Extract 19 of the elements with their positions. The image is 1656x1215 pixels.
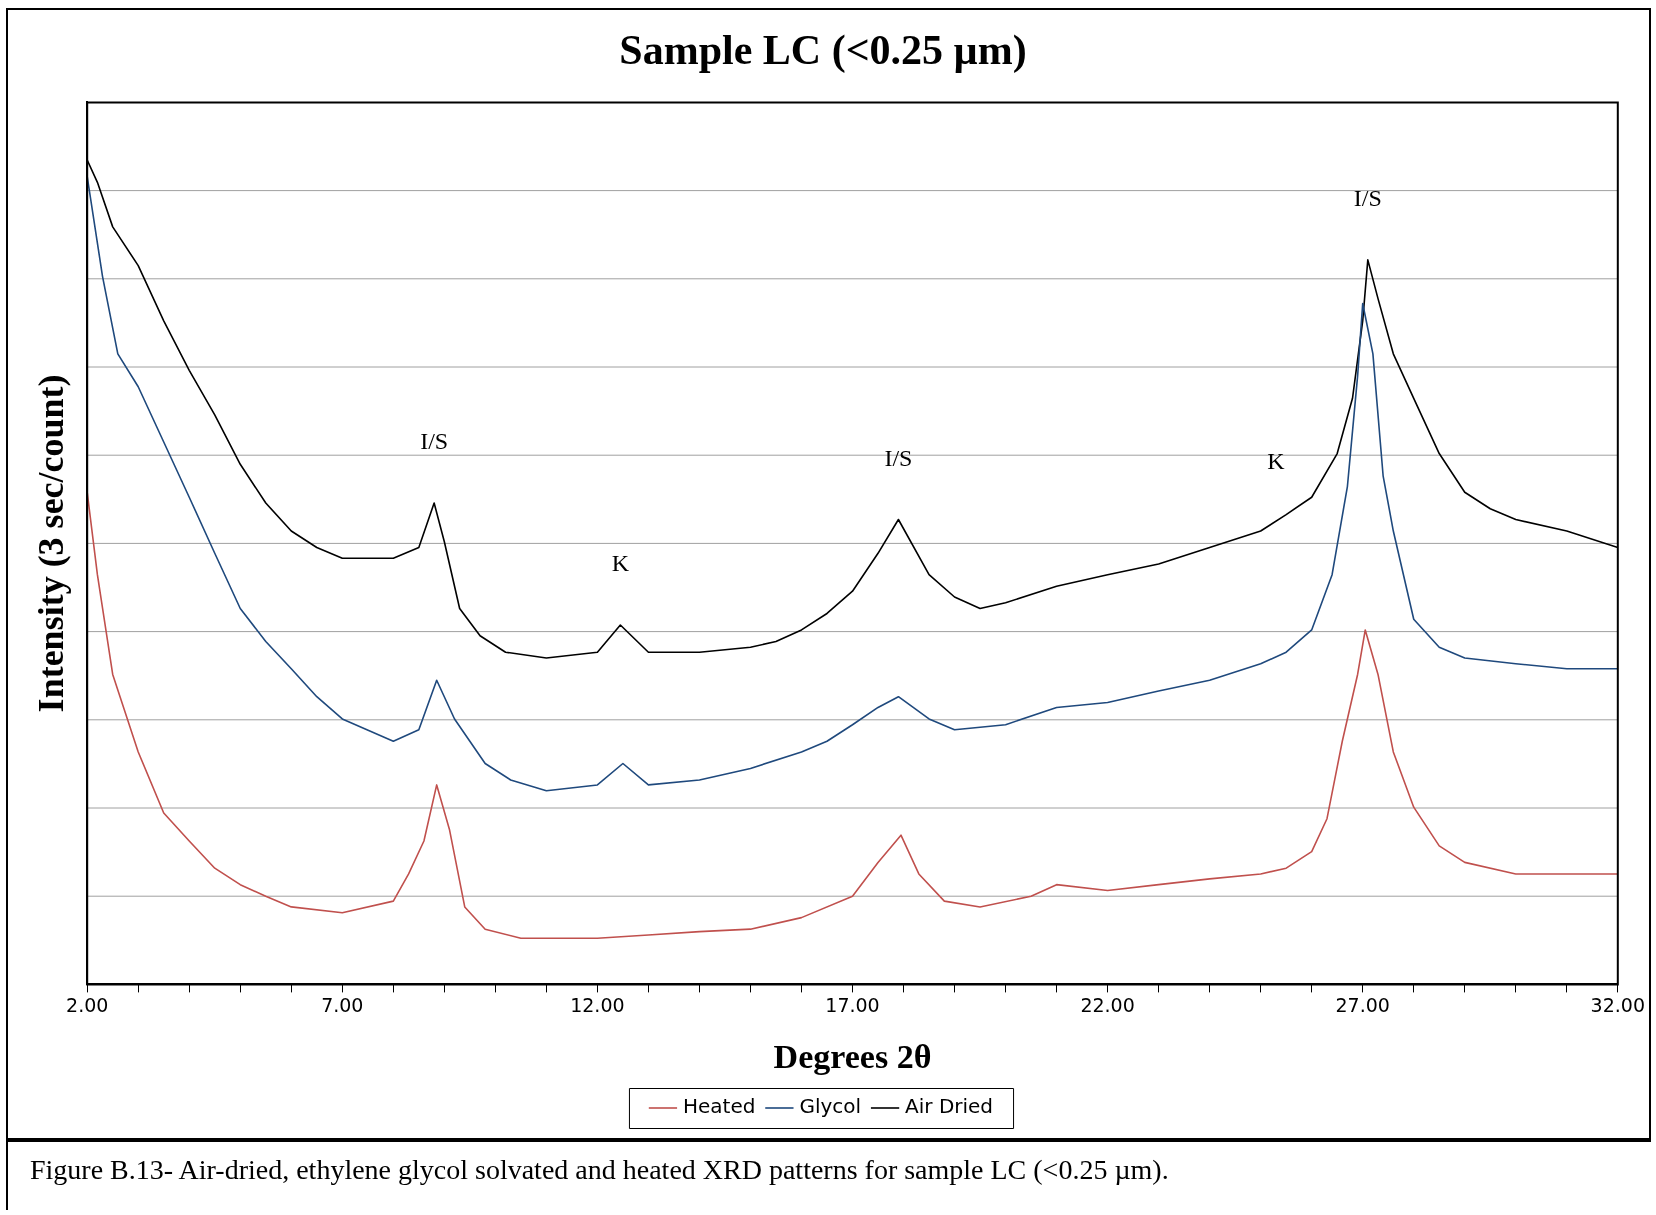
annotation: I/S: [1353, 185, 1382, 212]
y-axis-title: Intensity (3 sec/count): [30, 374, 71, 713]
x-tick-label: 2.00: [66, 993, 109, 1016]
x-tick-label: 12.00: [570, 993, 625, 1016]
x-tick-label: 22.00: [1080, 993, 1135, 1016]
legend-label: Air Dried: [905, 1094, 994, 1119]
annotation: I/S: [884, 444, 913, 471]
x-tick-label: 32.00: [1590, 993, 1646, 1016]
annotation: I/S: [420, 428, 449, 455]
x-tick-label: 17.00: [825, 993, 880, 1016]
x-tick-label: 27.00: [1335, 993, 1390, 1016]
legend-label: Heated: [682, 1094, 756, 1119]
chart-title: Sample LC (<0.25 µm): [619, 27, 1027, 75]
text: Figure B.13- Air-dried, ethylene glycol solvated and heated XRD patterns for sample LC (<0.25 µm).: [6, 1140, 1651, 1210]
x-tick-label: 7.00: [321, 993, 364, 1016]
annotation: K: [611, 550, 630, 577]
annotation: K: [1267, 448, 1286, 475]
legend-label: Glycol: [799, 1094, 862, 1119]
x-axis-title: Degrees 2θ: [773, 1038, 932, 1076]
